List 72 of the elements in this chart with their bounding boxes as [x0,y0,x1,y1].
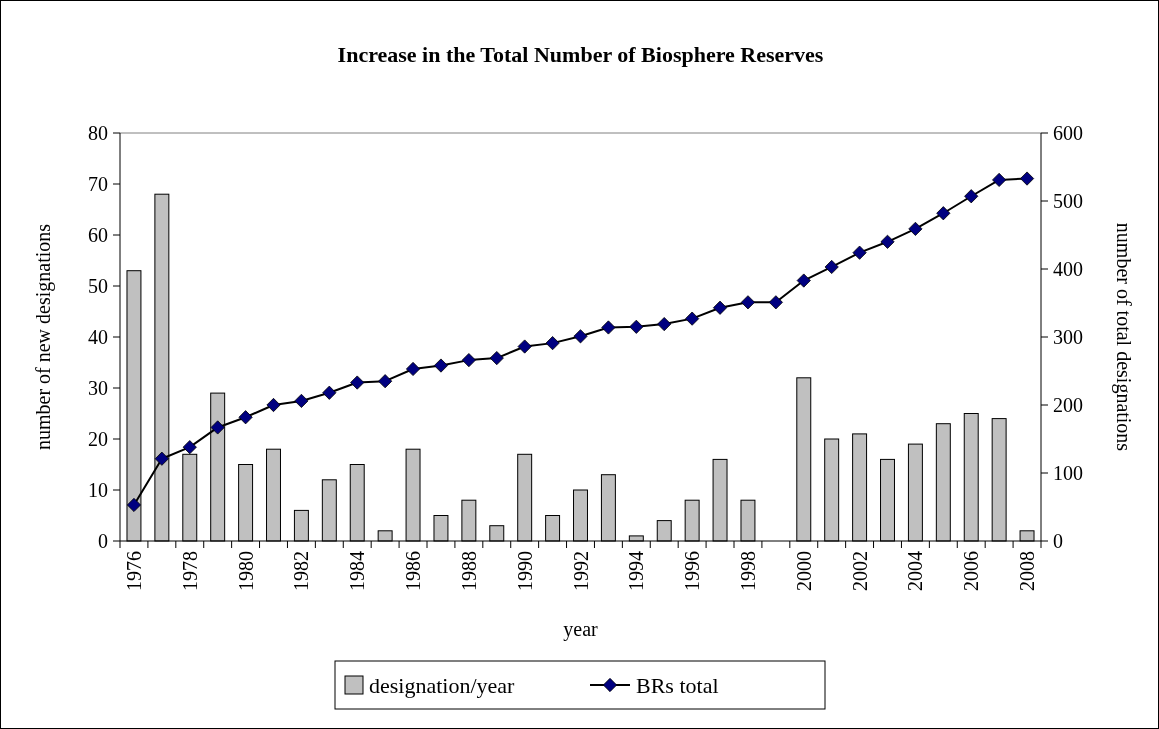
point [852,245,867,260]
x-tick-label: 1976 [122,551,145,591]
x-tick-label: 2004 [904,551,927,591]
x-tick-label: 1978 [178,551,201,591]
y-tick-label: 20 [88,428,108,450]
x-tick-label: 2008 [1016,551,1039,591]
point [573,329,588,344]
point [517,339,532,354]
y-tick-label: 40 [88,326,108,348]
y-tick-label: 50 [88,275,108,297]
y2-axis-title: number of total designations [1112,222,1135,452]
x-tick-label: 1992 [569,551,592,591]
y2-tick-label: 200 [1053,394,1083,416]
x-tick-label: 2006 [960,551,983,591]
point [908,221,923,236]
y-tick-label: 30 [88,377,108,399]
x-tick-label: 2000 [792,551,815,591]
point [880,234,895,249]
point [1020,171,1035,186]
legend-label: designation/year [369,672,516,698]
point [713,300,728,315]
point [406,361,421,376]
point [936,206,951,221]
point [629,319,644,334]
point [685,311,700,326]
point [657,317,672,332]
x-tick-label: 1980 [234,551,257,591]
x-tick-label: 1998 [736,551,759,591]
point [210,420,225,435]
point [461,353,476,368]
point [824,259,839,274]
point [992,172,1007,187]
x-tick-label: 1996 [681,551,704,591]
point [266,397,281,413]
point [182,440,197,455]
point [378,374,393,389]
x-tick-label: 1990 [513,551,536,591]
chart-title: Increase in the Total Number of Biosphere Reserves [337,42,824,67]
point [964,189,979,204]
point [126,497,141,512]
point [238,410,253,425]
legend-label: BRs total [636,672,719,698]
x-tick-label: 1984 [346,551,369,591]
point [154,451,169,466]
y-tick-label: 70 [88,173,108,195]
point [601,320,616,335]
point [489,351,504,366]
y2-tick-label: 600 [1053,122,1083,144]
point [322,385,337,400]
x-tick-label: 2002 [848,551,871,591]
point [796,273,811,288]
x-tick-label: 1994 [625,551,648,591]
x-tick-label: 1986 [402,551,425,591]
y-tick-label: 0 [98,530,108,552]
point [545,336,560,351]
x-axis-title: year [563,618,599,641]
y-tick-label: 10 [88,479,108,501]
y-axis-title: number of new designations [32,223,55,451]
point [433,358,448,373]
y2-tick-label: 0 [1053,530,1063,552]
y2-tick-label: 500 [1053,190,1083,212]
point [768,295,783,310]
y-tick-label: 80 [88,122,108,144]
point [740,295,755,310]
y2-tick-label: 400 [1053,258,1083,280]
y-tick-label: 60 [88,224,108,246]
point [350,375,365,390]
x-tick-label: 1982 [290,551,313,591]
y2-tick-label: 300 [1053,326,1083,348]
y2-tick-label: 100 [1053,462,1083,484]
x-tick-label: 1988 [457,551,480,591]
point [294,393,309,408]
